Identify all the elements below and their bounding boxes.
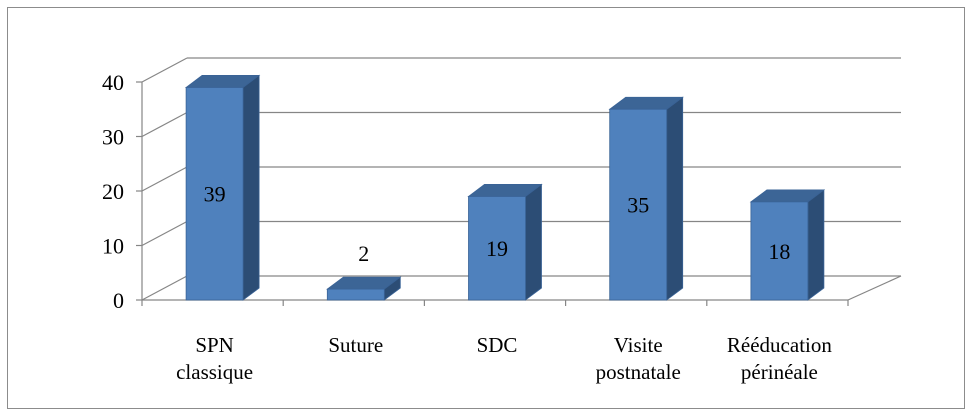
bar [608,96,684,301]
bar [326,276,402,301]
y-tick-label: 40 [102,70,124,95]
data-label: 18 [768,239,790,264]
bar-front-face [326,288,385,301]
data-label: 2 [358,241,369,266]
x-tick-label: Suture [328,333,383,357]
bar [467,183,543,301]
bar-front-face [468,196,526,301]
bar-front-face [609,108,668,301]
x-tick-label: Rééducation périnéale [727,333,832,384]
y-tick-label: 20 [102,179,124,204]
bar-side-face [525,183,542,301]
x-tick-label: Visite postnatale [596,333,681,384]
bar-side-face [242,74,260,301]
gridline-depth-0 [141,275,188,301]
bar [184,74,261,301]
bar-side-face [666,96,684,301]
x-tick-label: SDC [477,333,518,357]
bar [749,189,826,301]
gridline-depth-40 [141,57,188,83]
bar-side-face [807,189,825,301]
y-tick-label: 30 [102,125,124,150]
bar-front-face [185,87,244,301]
data-label: 35 [627,193,649,218]
floor-side-edge [847,275,902,301]
data-label: 39 [204,182,226,207]
gridline-depth-10 [141,220,188,247]
gridline-depth-30 [141,111,188,138]
bar-front-face [750,201,809,301]
x-tick-label: SPN classique [176,333,253,384]
gridline-depth-20 [141,166,188,192]
y-tick-label: 0 [113,288,124,313]
bars [184,74,826,301]
y-tick-label: 10 [102,234,124,259]
data-label: 19 [486,236,508,261]
labels: 0 10 20 30 40 39 SPN classique 2 Suture 19 SDC 35 Vis… [102,70,832,384]
